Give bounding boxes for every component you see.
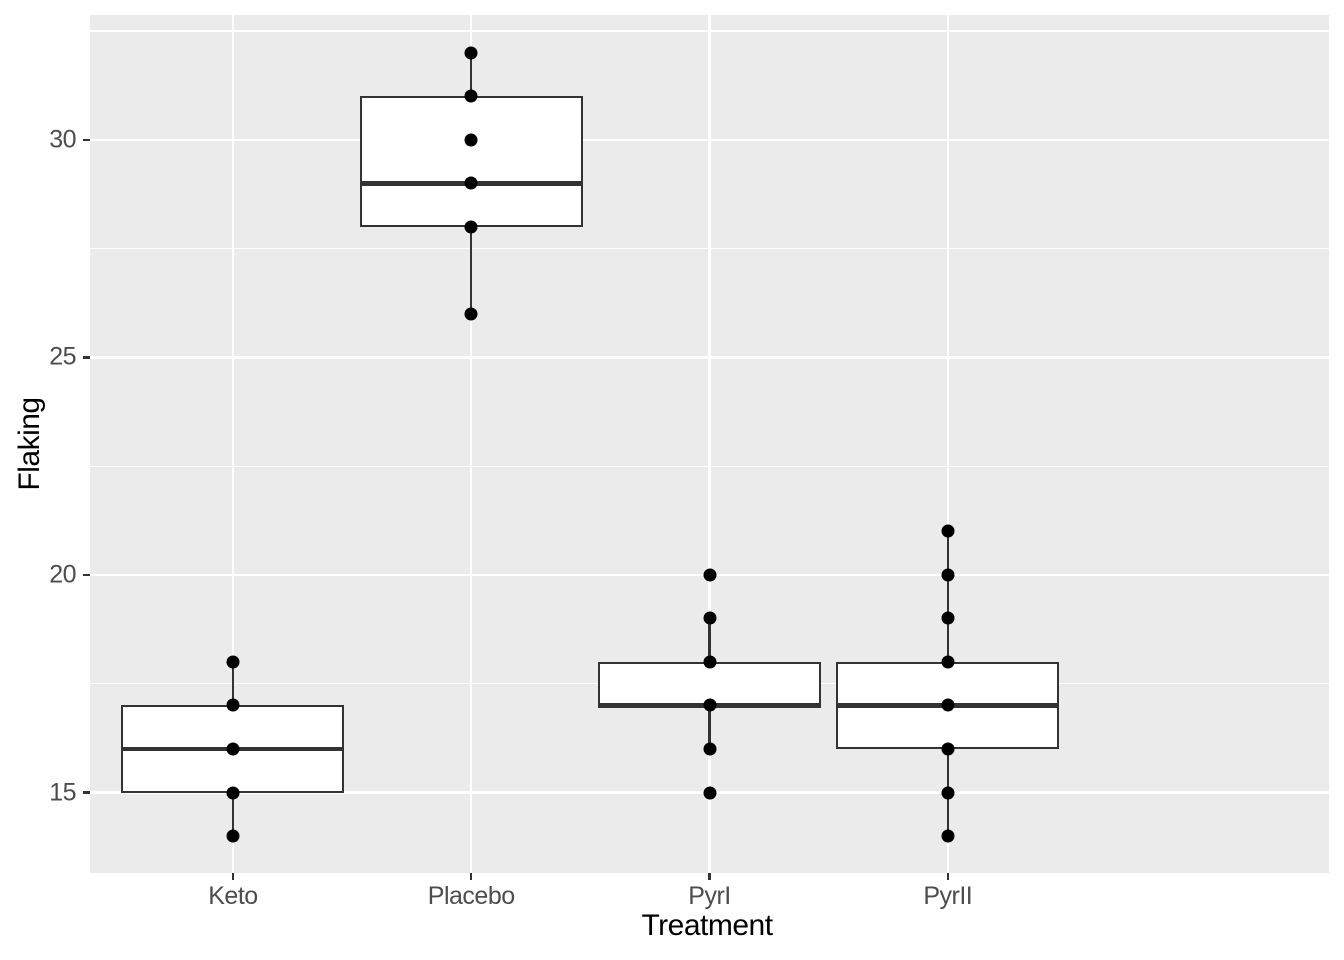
- boxplot-box: [598, 661, 821, 706]
- major-gridline-vertical: [231, 15, 235, 873]
- upper-whisker: [231, 661, 235, 706]
- y-tick-label: 25: [49, 342, 76, 371]
- y-axis-tick: [83, 356, 90, 359]
- upper-whisker: [469, 52, 473, 97]
- data-point: [941, 568, 955, 582]
- x-axis-tick: [470, 873, 473, 880]
- data-point: [226, 786, 240, 799]
- x-axis-tick: [231, 873, 235, 880]
- y-axis-title: Flaking: [13, 397, 46, 491]
- major-gridline-vertical: [946, 15, 949, 873]
- major-gridline-vertical: [708, 15, 711, 873]
- data-point: [226, 742, 240, 756]
- data-point: [703, 568, 716, 582]
- data-point: [941, 698, 955, 712]
- data-point: [464, 133, 478, 147]
- upper-whisker: [708, 618, 711, 662]
- data-point: [464, 46, 478, 60]
- data-point: [941, 742, 955, 756]
- data-point: [941, 655, 955, 669]
- data-point: [703, 655, 716, 669]
- y-axis-tick: [83, 573, 90, 577]
- data-point: [941, 524, 955, 538]
- y-tick-label: 20: [49, 560, 76, 589]
- data-point: [464, 307, 478, 321]
- lower-whisker: [231, 792, 235, 836]
- lower-whisker: [469, 226, 473, 314]
- data-point: [703, 742, 716, 756]
- y-axis-tick: [83, 138, 90, 142]
- x-axis-title: Treatment: [641, 909, 773, 942]
- data-point: [703, 786, 716, 799]
- x-axis-tick: [708, 873, 711, 880]
- data-point: [941, 611, 955, 625]
- data-point: [703, 698, 716, 712]
- data-point: [226, 829, 240, 843]
- x-tick-label: Placebo: [427, 882, 515, 910]
- y-axis-tick: [83, 791, 90, 794]
- data-point: [464, 220, 478, 234]
- x-tick-label: PyrII: [923, 882, 973, 910]
- major-gridline-vertical: [470, 15, 473, 873]
- y-tick-label: 15: [49, 778, 76, 806]
- x-tick-label: Keto: [208, 882, 258, 910]
- x-tick-label: PyrI: [688, 882, 731, 910]
- data-point: [464, 89, 478, 103]
- data-point: [941, 829, 955, 843]
- boxplot-box: [359, 96, 583, 227]
- data-point: [226, 655, 240, 669]
- data-point: [941, 786, 955, 799]
- data-point: [464, 176, 478, 190]
- data-point: [226, 698, 240, 712]
- data-point: [703, 611, 716, 625]
- x-axis-tick: [946, 873, 949, 880]
- y-tick-label: 30: [49, 125, 76, 154]
- upper-whisker: [946, 531, 950, 662]
- lower-whisker: [708, 705, 711, 749]
